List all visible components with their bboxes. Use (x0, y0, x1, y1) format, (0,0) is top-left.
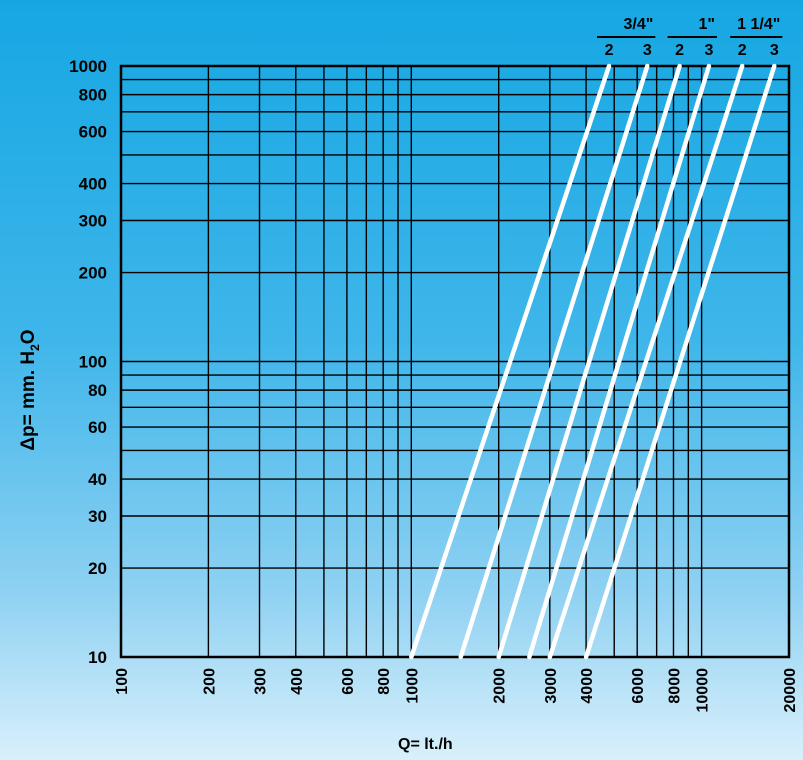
legend-member-label: 2 (738, 42, 747, 59)
x-tick-label: 2000 (492, 668, 509, 704)
x-tick-label: 800 (376, 668, 393, 695)
x-tick-label: 4000 (579, 668, 596, 704)
y-tick-label: 300 (79, 212, 107, 231)
y-tick-label: 60 (88, 418, 107, 437)
x-tick-label: 8000 (666, 668, 683, 704)
y-tick-label: 20 (88, 559, 107, 578)
y-tick-label: 800 (79, 86, 107, 105)
y-tick-label: 200 (79, 264, 107, 283)
series-line (547, 63, 745, 660)
x-tick-label: 10000 (695, 668, 712, 713)
legend-member-label: 2 (675, 42, 684, 59)
legend-size-label: 1" (698, 16, 714, 33)
x-tick-label: 200 (201, 668, 218, 695)
y-label-suffix: O (18, 329, 40, 345)
y-tick-label: 1000 (69, 57, 107, 76)
legend-member-label: 3 (643, 42, 652, 59)
x-tick-label: 400 (289, 668, 306, 695)
x-tick-label: 600 (340, 668, 357, 695)
series-line (583, 63, 777, 660)
series-line (496, 63, 682, 660)
series-line (409, 63, 612, 660)
legend-size-label: 1 1/4" (737, 16, 780, 33)
x-tick-label: 6000 (630, 668, 647, 704)
x-tick-label: 300 (253, 668, 270, 695)
y-tick-label: 100 (79, 353, 107, 372)
y-tick-label: 10 (88, 648, 107, 667)
y-label-prefix: Δp= mm. H (18, 350, 40, 451)
x-tick-label: 20000 (782, 668, 799, 713)
y-tick-label: 600 (79, 123, 107, 142)
series-line (527, 63, 712, 660)
legend-member-label: 3 (770, 42, 779, 59)
x-tick-label: 1000 (404, 668, 421, 704)
y-label-subscript: 2 (27, 344, 42, 351)
y-tick-label: 40 (88, 470, 107, 489)
y-tick-label: 400 (79, 175, 107, 194)
plot-frame (119, 64, 791, 659)
y-axis-label: Δp= mm. H2O (10, 329, 50, 451)
legend-member-label: 2 (605, 42, 614, 59)
x-tick-label: 3000 (543, 668, 560, 704)
x-tick-label: 100 (114, 668, 131, 695)
x-axis-label: Q= lt./h (398, 736, 453, 753)
legend-size-label: 3/4" (623, 16, 653, 33)
series-line (458, 63, 650, 660)
y-tick-label: 80 (88, 381, 107, 400)
legend-member-label: 3 (705, 42, 714, 59)
y-tick-label: 30 (88, 507, 107, 526)
